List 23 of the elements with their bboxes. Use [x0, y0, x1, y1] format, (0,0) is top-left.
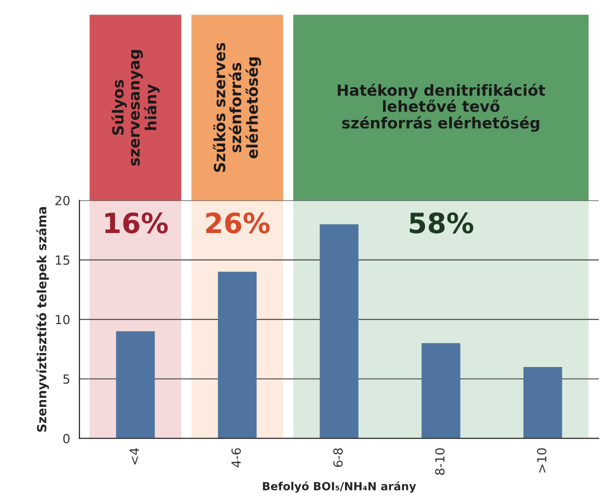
- y-tick-label: 0: [63, 434, 70, 444]
- y-tick-label: 20: [55, 196, 70, 206]
- annotation: 16%: [105, 212, 168, 234]
- y-tick-label: 10: [56, 314, 70, 324]
- bar: [422, 343, 460, 438]
- x-tick-label: <4: [130, 448, 139, 465]
- y-axis-title: Szennyvíztisztító telepek száma: [36, 207, 49, 432]
- y-tick-label: 5: [63, 374, 70, 384]
- x-tick-label: 6-8: [333, 448, 343, 467]
- x-tick-label: 8-10: [435, 448, 445, 475]
- x-tick-label: 4-6: [231, 448, 241, 468]
- band-label: Hatékony denitrifikációt lehetővé tevő szénforrás elérhetőség: [338, 83, 546, 132]
- bar: [116, 331, 155, 438]
- y-tick-label: 15: [56, 256, 70, 265]
- x-axis-title: Befolyó BOI₅/NH₄N arány: [262, 481, 416, 493]
- x-tick-label: >10: [536, 448, 546, 472]
- band-label: Súlyos szervesanyag hiány: [111, 50, 160, 166]
- band-label: Szűkös szerves szénforrás elérhetőség: [212, 42, 262, 172]
- bar: [320, 224, 358, 438]
- annotation: 58%: [410, 212, 474, 234]
- bar: [218, 272, 257, 438]
- bar: [523, 366, 562, 438]
- annotation: 26%: [206, 212, 270, 234]
